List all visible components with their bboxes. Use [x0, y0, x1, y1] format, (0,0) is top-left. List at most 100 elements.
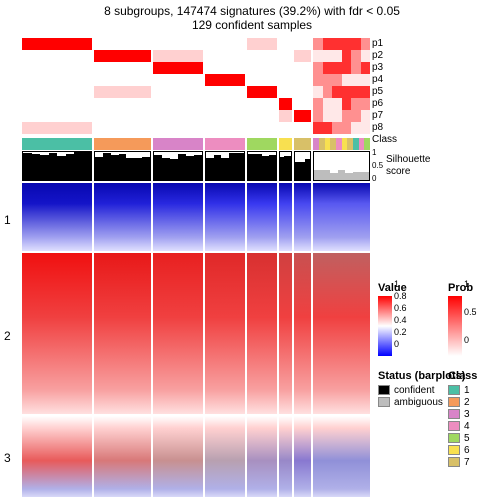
silhouette-box — [294, 151, 311, 181]
silhouette-box — [94, 151, 151, 181]
prob-row — [205, 50, 245, 62]
prob-row — [247, 38, 277, 50]
prob-row — [22, 74, 92, 86]
prob-row — [94, 74, 151, 86]
prob-row — [205, 38, 245, 50]
row-split-label: 3 — [4, 451, 11, 465]
prob-row — [313, 38, 370, 50]
prob-row — [279, 62, 292, 74]
class-legend-title: Class — [448, 370, 477, 382]
prob-row — [313, 86, 370, 98]
prob-row — [247, 74, 277, 86]
prob-label: p6 — [372, 98, 397, 110]
prob-row — [313, 50, 370, 62]
class-cell — [22, 138, 92, 150]
prob-row — [294, 122, 311, 134]
heatmap-column — [153, 183, 203, 497]
prob-row — [22, 38, 92, 50]
prob-row — [22, 86, 92, 98]
prob-legend: Prob 10.50 — [448, 282, 473, 356]
prob-label: p8 — [372, 122, 397, 134]
silhouette-box — [22, 151, 92, 181]
prob-row — [153, 110, 203, 122]
prob-row — [205, 98, 245, 110]
class-cell — [205, 138, 245, 150]
prob-row — [22, 110, 92, 122]
prob-row — [94, 122, 151, 134]
legend-item: 4 — [448, 420, 477, 432]
class-cell — [94, 138, 151, 150]
value-gradient — [378, 296, 392, 356]
heatmap-column — [205, 183, 245, 497]
prob-row — [94, 50, 151, 62]
prob-row — [294, 50, 311, 62]
class-legend: Class 1234567 — [448, 370, 477, 468]
prob-row — [279, 122, 292, 134]
prob-row — [22, 122, 92, 134]
legend-item: 7 — [448, 456, 477, 468]
class-label: Class — [372, 134, 397, 146]
prob-row — [294, 62, 311, 74]
class-cell — [279, 138, 292, 150]
prob-label: p7 — [372, 110, 397, 122]
prob-row — [153, 122, 203, 134]
prob-row — [153, 86, 203, 98]
prob-row — [247, 62, 277, 74]
prob-row — [313, 98, 370, 110]
prob-row — [247, 86, 277, 98]
prob-row — [22, 98, 92, 110]
prob-row — [294, 74, 311, 86]
prob-row — [313, 74, 370, 86]
legend-item: 5 — [448, 432, 477, 444]
prob-gradient — [448, 296, 462, 356]
prob-row — [205, 62, 245, 74]
prob-label: p2 — [372, 50, 397, 62]
heatmap-column — [22, 183, 92, 497]
legend-item: 1 — [448, 384, 477, 396]
prob-row — [205, 122, 245, 134]
prob-row — [313, 110, 370, 122]
silhouette-box — [313, 151, 370, 181]
prob-row — [22, 62, 92, 74]
row-split-label: 1 — [4, 213, 11, 227]
prob-row — [247, 110, 277, 122]
prob-row — [94, 86, 151, 98]
prob-label: p1 — [372, 38, 397, 50]
prob-row — [94, 98, 151, 110]
legend-item: 2 — [448, 396, 477, 408]
prob-row — [247, 50, 277, 62]
legend-item: 3 — [448, 408, 477, 420]
prob-row — [153, 74, 203, 86]
heatmap-column — [247, 183, 277, 497]
legend-item: 6 — [448, 444, 477, 456]
row-split-label: 2 — [4, 329, 11, 343]
prob-row — [205, 86, 245, 98]
class-cell — [153, 138, 203, 150]
heatmap-column — [279, 183, 292, 497]
main-plot — [22, 38, 370, 500]
heatmap-column — [94, 183, 151, 497]
silhouette-box — [247, 151, 277, 181]
page-subtitle: 129 confident samples — [0, 18, 504, 32]
prob-row — [205, 74, 245, 86]
prob-row — [294, 110, 311, 122]
prob-row — [205, 110, 245, 122]
prob-row — [94, 110, 151, 122]
class-track — [22, 138, 370, 150]
prob-row — [313, 62, 370, 74]
class-cell — [313, 138, 370, 150]
prob-row — [22, 50, 92, 62]
prob-label: p5 — [372, 86, 397, 98]
prob-row — [313, 122, 370, 134]
prob-row — [294, 86, 311, 98]
prob-row — [153, 62, 203, 74]
heatmap-column — [294, 183, 311, 497]
page-title: 8 subgroups, 147474 signatures (39.2%) w… — [0, 0, 504, 18]
class-cell — [247, 138, 277, 150]
prob-label: p3 — [372, 62, 397, 74]
annotation-labels: p1p2p3p4p5p6p7p8Class — [372, 38, 397, 146]
prob-row — [294, 38, 311, 50]
prob-row — [153, 50, 203, 62]
silhouette-box — [153, 151, 203, 181]
prob-row — [279, 50, 292, 62]
